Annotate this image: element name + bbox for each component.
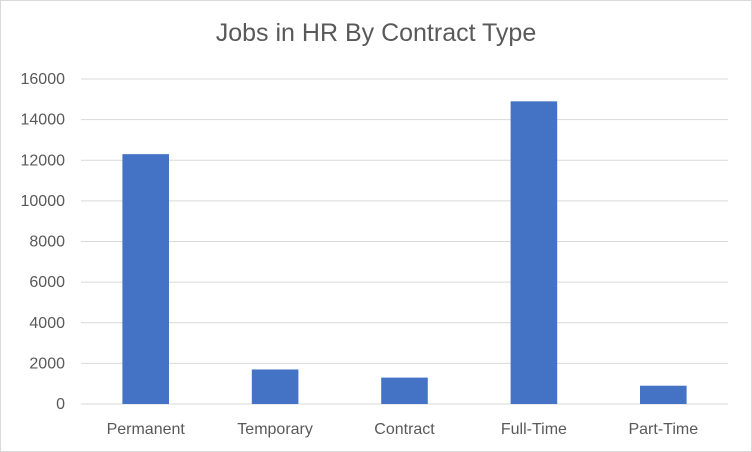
- y-tick-label: 2000: [29, 355, 65, 372]
- bar-permanent: [122, 154, 169, 404]
- bar-full-time: [510, 101, 558, 404]
- bars: [122, 101, 687, 404]
- x-category-label: Temporary: [237, 421, 313, 438]
- chart-title: Jobs in HR By Contract Type: [215, 19, 537, 47]
- x-category-label: Permanent: [107, 421, 186, 438]
- gridlines: [81, 78, 728, 405]
- y-tick-label: 0: [56, 396, 65, 413]
- y-tick-label: 16000: [21, 71, 66, 88]
- y-tick-label: 14000: [21, 112, 66, 129]
- bar-part-time: [640, 385, 687, 404]
- x-axis-category-labels: Permanent Temporary Contract Full-Time Part-…: [107, 421, 699, 438]
- y-tick-label: 12000: [21, 152, 66, 169]
- y-axis-tick-labels: 0 2000 4000 6000 8000 10000 12000 14000 16000: [21, 71, 66, 413]
- y-tick-label: 8000: [29, 234, 65, 251]
- x-category-label: Part-Time: [628, 421, 698, 438]
- y-tick-label: 10000: [21, 193, 66, 210]
- y-tick-label: 4000: [29, 315, 65, 332]
- x-category-label: Contract: [374, 421, 435, 438]
- bar-contract: [381, 377, 428, 404]
- y-tick-label: 6000: [29, 274, 65, 291]
- bar-temporary: [251, 369, 299, 404]
- x-category-label: Full-Time: [501, 421, 567, 438]
